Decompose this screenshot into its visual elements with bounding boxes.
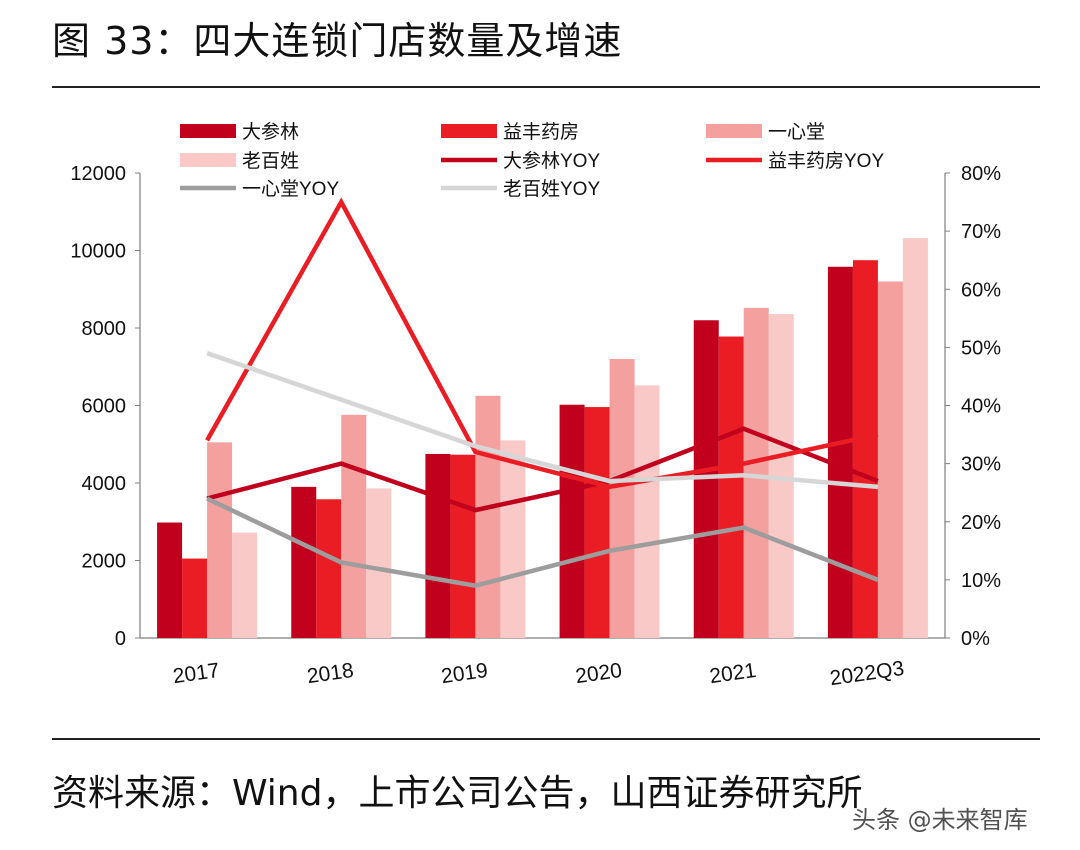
source-note: 资料来源：Wind，上市公司公告，山西证券研究所 xyxy=(52,773,863,814)
legend-swatch-益丰药房 xyxy=(441,124,497,138)
line-一心堂YOY xyxy=(206,496,879,588)
bar-一心堂 xyxy=(743,307,769,638)
y-right-tick-label: 50% xyxy=(961,337,1001,359)
legend-label-老百姓YOY: 老百姓YOY xyxy=(503,178,600,200)
chart-bars xyxy=(157,238,928,638)
line-益丰药房YOY xyxy=(205,197,879,490)
x-tick-label: 2018 xyxy=(306,659,355,688)
y-right-tick-label: 30% xyxy=(961,454,1001,476)
bar-大参林 xyxy=(291,486,317,638)
y-right-tick-label: 70% xyxy=(961,221,1001,243)
y-right-tick-label: 60% xyxy=(961,279,1001,301)
y-left-tick-label: 0 xyxy=(115,628,126,650)
bar-老百姓 xyxy=(902,238,928,638)
legend-swatch-大参林 xyxy=(180,124,236,138)
y-left-tick-label: 4000 xyxy=(82,473,127,495)
top-rule xyxy=(52,86,1040,88)
legend-label-一心堂YOY: 一心堂YOY xyxy=(242,178,339,200)
bar-益丰药房 xyxy=(182,558,208,638)
bar-大参林 xyxy=(425,453,451,638)
figure-title: 图 33：四大连锁门店数量及增速 xyxy=(52,19,623,63)
y-right-tick-label: 80% xyxy=(961,163,1001,185)
x-tick-label: 2020 xyxy=(574,659,623,688)
y-right-tick-label: 0% xyxy=(961,628,990,650)
y-left-tick-label: 12000 xyxy=(70,163,126,185)
bar-大参林 xyxy=(559,404,585,638)
bar-一心堂 xyxy=(207,442,233,638)
y-right-tick-label: 10% xyxy=(961,570,1001,592)
bar-一心堂 xyxy=(341,414,367,638)
chart-area: 0 2000 4000 6000 8000 10000 12000 0% 10% 20% 30% 40… xyxy=(70,121,1001,690)
y-right-tick-label: 20% xyxy=(961,512,1001,534)
bar-一心堂 xyxy=(475,395,501,638)
legend-swatch-老百姓 xyxy=(180,153,236,167)
bar-益丰药房 xyxy=(584,407,610,638)
legend-label-一心堂: 一心堂 xyxy=(768,121,825,143)
bar-益丰药房 xyxy=(450,454,476,638)
bar-大参林 xyxy=(827,266,853,638)
legend-swatch-一心堂 xyxy=(706,124,762,138)
x-tick-label: 2021 xyxy=(708,659,757,688)
y-left-tick-label: 6000 xyxy=(82,396,127,418)
bar-益丰药房 xyxy=(316,499,342,638)
chart-lines xyxy=(205,197,879,588)
legend-label-益丰药房YOY: 益丰药房YOY xyxy=(768,150,884,172)
y-left-tick-label: 8000 xyxy=(82,318,127,340)
bottom-rule xyxy=(52,738,1040,740)
line-老百姓YOY xyxy=(206,351,879,490)
bar-益丰药房 xyxy=(718,336,744,638)
y-left-tick-label: 2000 xyxy=(82,551,127,573)
legend-label-大参林: 大参林 xyxy=(242,121,299,143)
y-left-tick-label: 10000 xyxy=(70,241,126,263)
x-tick-label: 2022Q3 xyxy=(828,657,905,690)
bar-老百姓 xyxy=(500,440,526,638)
bar-老百姓 xyxy=(232,532,258,638)
bar-益丰药房 xyxy=(852,260,878,638)
legend-label-大参林YOY: 大参林YOY xyxy=(503,150,600,172)
x-tick-label: 2017 xyxy=(171,659,220,688)
bar-大参林 xyxy=(157,522,183,638)
bar-一心堂 xyxy=(877,281,903,638)
y-right-tick-label: 40% xyxy=(961,396,1001,418)
bar-一心堂 xyxy=(609,359,635,638)
line-大参林YOY xyxy=(206,426,879,513)
x-tick-label: 2019 xyxy=(440,659,489,688)
bar-老百姓 xyxy=(634,385,660,638)
legend-label-老百姓: 老百姓 xyxy=(242,150,299,172)
legend-label-益丰药房: 益丰药房 xyxy=(503,121,579,143)
watermark-text: 头条 @未来智库 xyxy=(852,806,1028,834)
bar-老百姓 xyxy=(366,488,392,638)
